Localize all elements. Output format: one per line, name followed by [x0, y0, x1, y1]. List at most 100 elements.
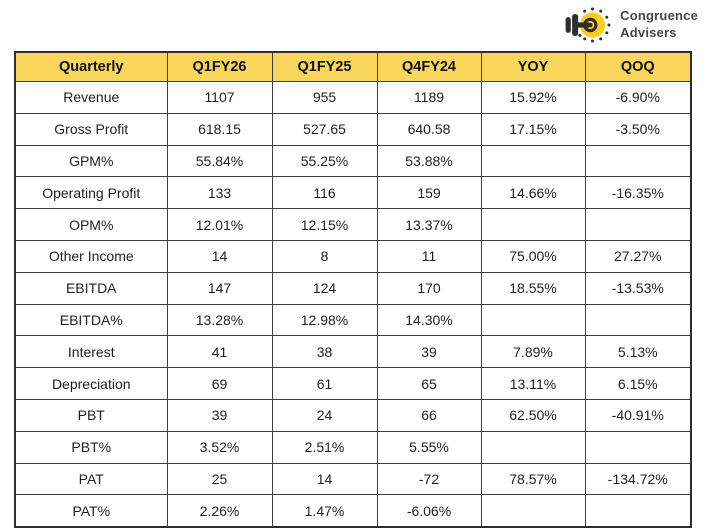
- table-row: EBITDA 147 124 170 18.55% -13.53%: [14, 271, 692, 305]
- row-label-cell: Other Income: [14, 239, 168, 273]
- value-cell: 124: [271, 271, 378, 305]
- value-cell: 14.30%: [376, 303, 482, 337]
- value-cell: -40.91%: [584, 398, 692, 432]
- value-cell: 640.58: [376, 112, 482, 146]
- value-cell: [584, 430, 692, 464]
- value-cell: 6.15%: [584, 367, 692, 400]
- value-cell: 66: [376, 398, 482, 432]
- row-label-cell: EBITDA: [14, 271, 168, 305]
- value-cell: 7.89%: [480, 335, 586, 369]
- brand-logo: Congruence Advisers: [563, 2, 698, 48]
- value-cell: 14: [271, 462, 378, 496]
- value-cell: 14: [166, 239, 273, 273]
- row-label-cell: PBT%: [14, 430, 168, 464]
- column-header: QOQ: [584, 51, 692, 82]
- table-body: Revenue 1107 955 1189 15.92% -6.90% Gross Prof…: [14, 81, 692, 528]
- brand-name-line2: Advisers: [620, 25, 677, 40]
- value-cell: 527.65: [271, 112, 378, 146]
- column-header: Q1FY26: [166, 51, 273, 82]
- value-cell: [480, 494, 586, 528]
- value-cell: [480, 144, 586, 178]
- value-cell: -3.50%: [584, 112, 692, 146]
- value-cell: [584, 303, 692, 337]
- value-cell: 12.15%: [271, 208, 378, 241]
- brand-name: Congruence Advisers: [620, 8, 698, 42]
- value-cell: 41: [166, 335, 273, 369]
- value-cell: -6.06%: [376, 494, 482, 528]
- row-label-cell: Operating Profit: [14, 176, 168, 210]
- value-cell: 65: [376, 367, 482, 400]
- column-header: Quarterly: [14, 51, 168, 82]
- value-cell: 11: [376, 239, 482, 273]
- value-cell: 62.50%: [480, 398, 586, 432]
- table-row: PBT% 3.52% 2.51% 5.55%: [14, 430, 692, 464]
- value-cell: [480, 303, 586, 337]
- column-header: Q4FY24: [376, 51, 482, 82]
- value-cell: 8: [271, 239, 378, 273]
- value-cell: -72: [376, 462, 482, 496]
- value-cell: 13.28%: [166, 303, 273, 337]
- table-row: Other Income 14 8 11 75.00% 27.27%: [14, 239, 692, 273]
- row-label-cell: Revenue: [14, 81, 168, 114]
- value-cell: 15.92%: [480, 81, 586, 114]
- value-cell: -6.90%: [584, 81, 692, 114]
- table-header: Quarterly Q1FY26 Q1FY25 Q4FY24 YOY QOQ: [14, 51, 692, 82]
- value-cell: [584, 144, 692, 178]
- column-header: YOY: [480, 51, 586, 82]
- row-label-cell: OPM%: [14, 208, 168, 241]
- table-header-row: Quarterly Q1FY26 Q1FY25 Q4FY24 YOY QOQ: [14, 51, 692, 82]
- brand-name-line1: Congruence: [620, 8, 698, 24]
- value-cell: [584, 494, 692, 528]
- value-cell: 18.55%: [480, 271, 586, 305]
- value-cell: 1189: [376, 81, 482, 114]
- value-cell: 13.37%: [376, 208, 482, 241]
- value-cell: 116: [271, 176, 378, 210]
- value-cell: 618.15: [166, 112, 273, 146]
- value-cell: 27.27%: [584, 239, 692, 273]
- value-cell: 17.15%: [480, 112, 586, 146]
- value-cell: 13.11%: [480, 367, 586, 400]
- table-row: Gross Profit 618.15 527.65 640.58 17.15% -3.5…: [14, 112, 692, 146]
- value-cell: 69: [166, 367, 273, 400]
- value-cell: 25: [166, 462, 273, 496]
- value-cell: [480, 208, 586, 241]
- row-label-cell: GPM%: [14, 144, 168, 178]
- quarterly-table: Quarterly Q1FY26 Q1FY25 Q4FY24 YOY QOQ Revenu…: [14, 51, 692, 528]
- table-row: OPM% 12.01% 12.15% 13.37%: [14, 208, 692, 241]
- value-cell: 38: [271, 335, 378, 369]
- value-cell: -13.53%: [584, 271, 692, 305]
- value-cell: 955: [271, 81, 378, 114]
- value-cell: [480, 430, 586, 464]
- value-cell: 5.13%: [584, 335, 692, 369]
- value-cell: 75.00%: [480, 239, 586, 273]
- table-row: GPM% 55.84% 55.25% 53.88%: [14, 144, 692, 178]
- value-cell: 3.52%: [166, 430, 273, 464]
- key-icon: [565, 7, 611, 43]
- value-cell: 1107: [166, 81, 273, 114]
- row-label-cell: EBITDA%: [14, 303, 168, 337]
- table-row: Interest 41 38 39 7.89% 5.13%: [14, 335, 692, 369]
- table-row: PAT 25 14 -72 78.57% -134.72%: [14, 462, 692, 496]
- table-row: Revenue 1107 955 1189 15.92% -6.90%: [14, 81, 692, 114]
- value-cell: -134.72%: [584, 462, 692, 496]
- table-row: PAT% 2.26% 1.47% -6.06%: [14, 494, 692, 528]
- value-cell: 159: [376, 176, 482, 210]
- value-cell: 39: [376, 335, 482, 369]
- value-cell: 133: [166, 176, 273, 210]
- table-row: PBT 39 24 66 62.50% -40.91%: [14, 398, 692, 432]
- table-row: EBITDA% 13.28% 12.98% 14.30%: [14, 303, 692, 337]
- value-cell: 61: [271, 367, 378, 400]
- value-cell: 2.26%: [166, 494, 273, 528]
- value-cell: [584, 208, 692, 241]
- value-cell: 14.66%: [480, 176, 586, 210]
- value-cell: 2.51%: [271, 430, 378, 464]
- value-cell: 39: [166, 398, 273, 432]
- value-cell: 12.01%: [166, 208, 273, 241]
- table-row: Depreciation 69 61 65 13.11% 6.15%: [14, 367, 692, 400]
- row-label-cell: Depreciation: [14, 367, 168, 400]
- value-cell: 24: [271, 398, 378, 432]
- row-label-cell: PAT: [14, 462, 168, 496]
- value-cell: -16.35%: [584, 176, 692, 210]
- value-cell: 78.57%: [480, 462, 586, 496]
- value-cell: 12.98%: [271, 303, 378, 337]
